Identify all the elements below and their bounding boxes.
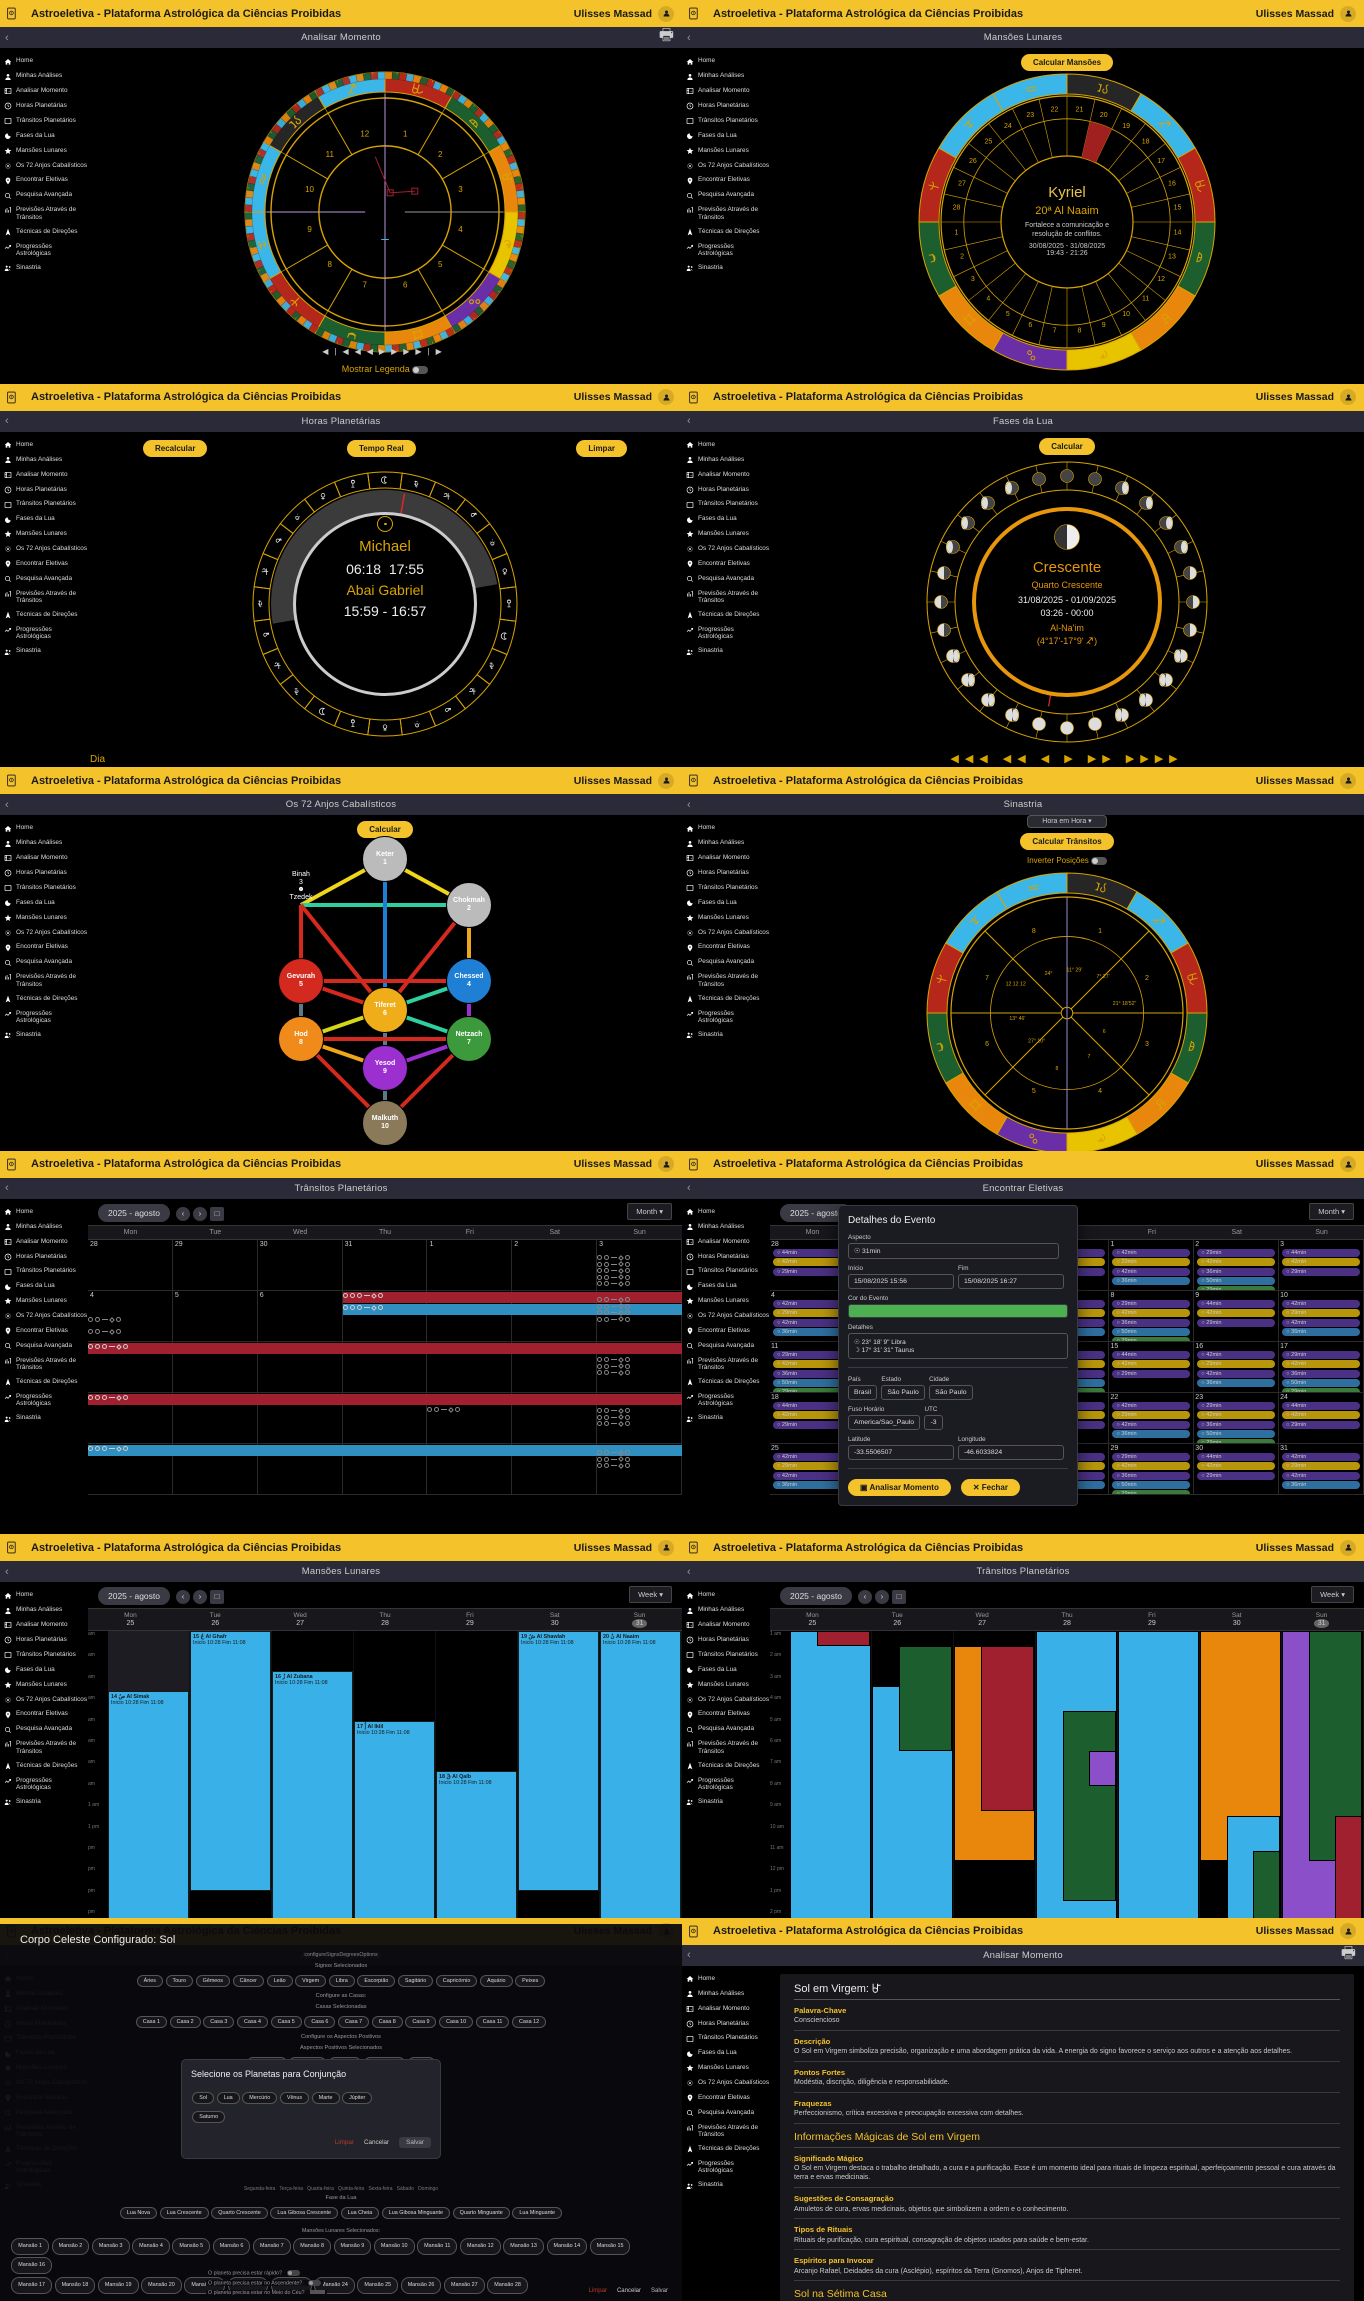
svg-text:3: 3 [971, 276, 975, 283]
svg-text:2: 2 [1145, 975, 1149, 982]
svg-text:4: 4 [458, 225, 463, 234]
svg-text:8: 8 [1055, 1066, 1058, 1072]
svg-text:9: 9 [1102, 322, 1106, 329]
svg-text:12: 12 [1157, 276, 1165, 283]
svg-text:8: 8 [328, 260, 333, 269]
svg-text:6: 6 [985, 1041, 989, 1048]
svg-text:12: 12 [360, 130, 369, 139]
svg-text:21: 21 [1076, 106, 1084, 113]
svg-text:10: 10 [1122, 311, 1130, 318]
svg-text:23: 23 [1026, 112, 1034, 119]
svg-text:1: 1 [403, 130, 408, 139]
svg-text:11° 29': 11° 29' [1066, 968, 1082, 974]
svg-text:26: 26 [969, 158, 977, 165]
svg-text:5: 5 [438, 260, 443, 269]
svg-text:7° 27': 7° 27' [1096, 974, 1109, 980]
svg-text:18: 18 [1142, 138, 1150, 145]
svg-text:13° 46': 13° 46' [1009, 1016, 1025, 1022]
svg-text:8: 8 [1077, 328, 1081, 335]
svg-text:6: 6 [403, 280, 408, 289]
svg-text:24: 24 [1004, 123, 1012, 130]
svg-text:7: 7 [1088, 1054, 1091, 1060]
svg-text:1: 1 [1098, 928, 1102, 935]
svg-text:5: 5 [1032, 1088, 1036, 1095]
svg-text:21° 18'52": 21° 18'52" [1113, 1001, 1137, 1007]
svg-text:3: 3 [1145, 1041, 1149, 1048]
svg-text:20: 20 [1100, 112, 1108, 119]
svg-text:19: 19 [1122, 123, 1130, 130]
svg-text:6: 6 [1028, 322, 1032, 329]
svg-text:25: 25 [984, 138, 992, 145]
svg-text:17: 17 [1157, 158, 1165, 165]
svg-text:12 12 12: 12 12 12 [1006, 982, 1026, 988]
svg-text:4: 4 [986, 296, 990, 303]
svg-text:22: 22 [1051, 106, 1059, 113]
svg-text:11: 11 [326, 150, 335, 159]
svg-text:10: 10 [305, 185, 314, 194]
svg-text:9: 9 [307, 225, 312, 234]
svg-text:27° 10°: 27° 10° [1028, 1038, 1045, 1044]
svg-text:24°: 24° [1045, 971, 1053, 977]
svg-text:11: 11 [1142, 296, 1149, 303]
svg-text:7: 7 [985, 975, 989, 982]
svg-text:6: 6 [1103, 1029, 1106, 1035]
svg-text:5: 5 [1006, 311, 1010, 318]
svg-text:7: 7 [1053, 328, 1057, 335]
svg-text:3: 3 [458, 185, 463, 194]
svg-text:8: 8 [1032, 928, 1036, 935]
svg-text:7: 7 [363, 280, 368, 289]
svg-text:4: 4 [1098, 1088, 1102, 1095]
svg-text:2: 2 [438, 150, 443, 159]
